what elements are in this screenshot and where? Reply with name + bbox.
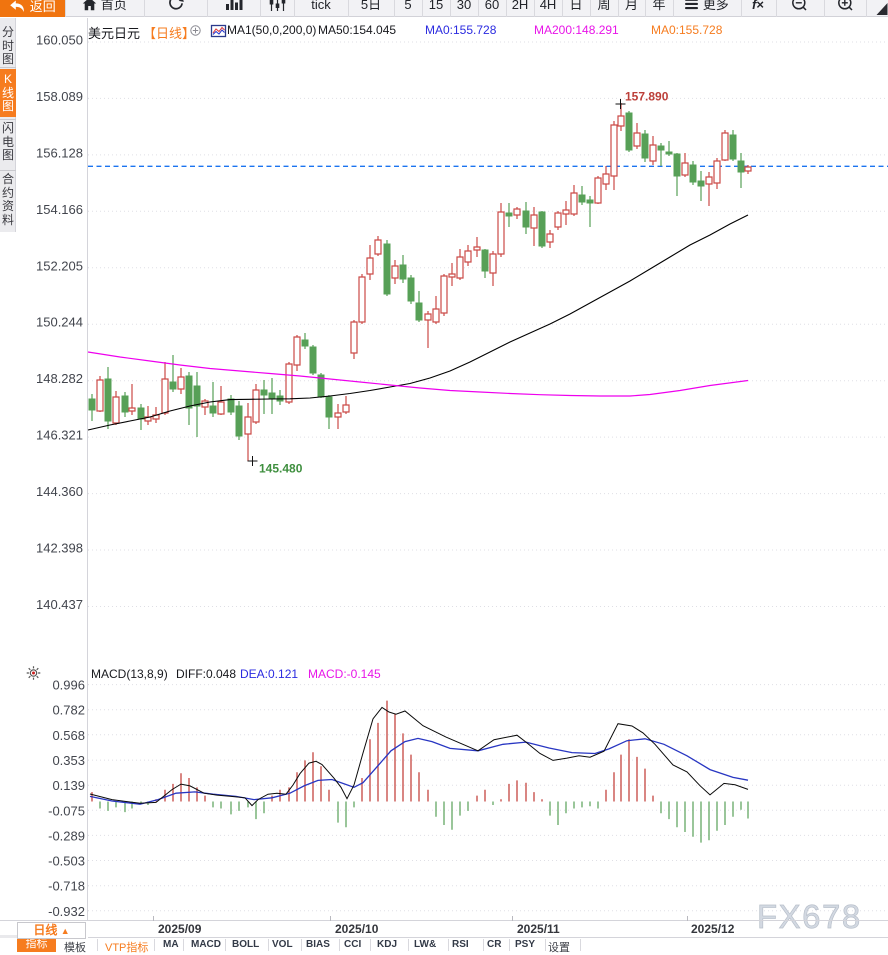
svg-text:152.205: 152.205 <box>36 258 83 273</box>
svg-text:-0.289: -0.289 <box>48 828 85 843</box>
svg-text:154.166: 154.166 <box>36 202 83 217</box>
svg-text:157.890: 157.890 <box>625 90 669 104</box>
svg-text:156.128: 156.128 <box>36 145 83 160</box>
svg-text:0.353: 0.353 <box>52 753 85 768</box>
svg-text:0.782: 0.782 <box>52 703 85 718</box>
svg-text:-0.075: -0.075 <box>48 803 85 818</box>
svg-text:150.244: 150.244 <box>36 315 83 330</box>
svg-text:FX678: FX678 <box>757 898 862 935</box>
svg-text:146.321: 146.321 <box>36 428 83 443</box>
svg-text:142.398: 142.398 <box>36 541 83 556</box>
svg-text:-0.718: -0.718 <box>48 879 85 894</box>
svg-text:0.139: 0.139 <box>52 778 85 793</box>
svg-text:140.437: 140.437 <box>36 597 83 612</box>
svg-text:0.568: 0.568 <box>52 728 85 743</box>
svg-text:145.480: 145.480 <box>259 462 303 476</box>
svg-text:158.089: 158.089 <box>36 89 83 104</box>
svg-text:144.360: 144.360 <box>36 484 83 499</box>
svg-text:-0.932: -0.932 <box>48 904 85 919</box>
svg-text:-0.503: -0.503 <box>48 854 85 869</box>
svg-text:148.282: 148.282 <box>36 371 83 386</box>
